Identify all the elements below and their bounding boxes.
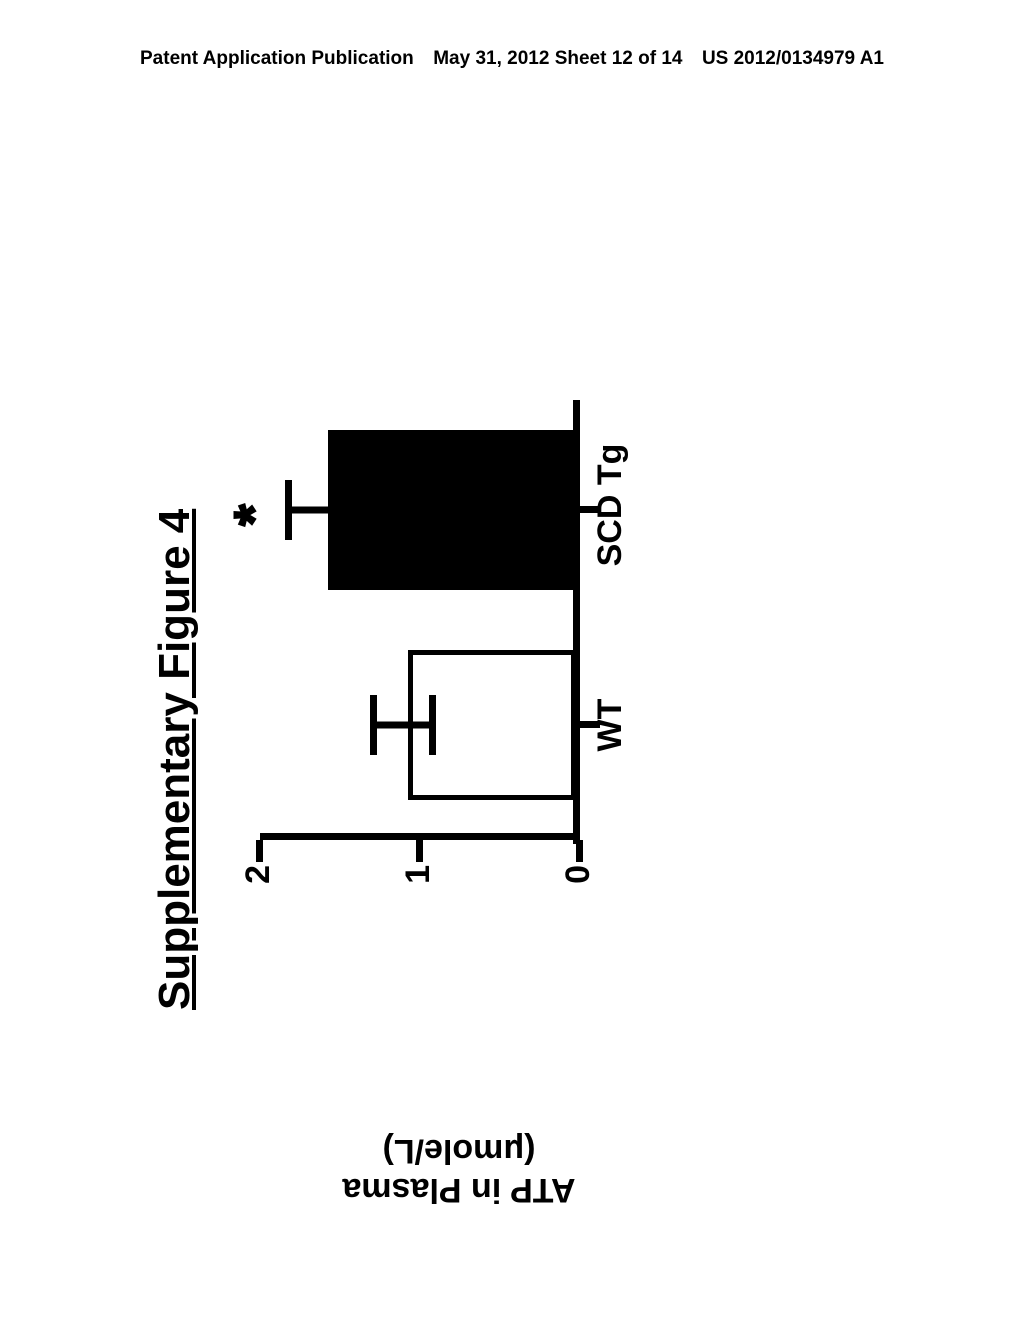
- header-date-sheet: May 31, 2012 Sheet 12 of 14: [433, 48, 682, 70]
- plot-area: 0 1 2 WT * SCD T: [260, 400, 580, 840]
- y-tick-label: 0: [559, 865, 598, 905]
- bar-scd-tg: [328, 430, 576, 590]
- y-axis-label-line1: ATP in Plasma: [299, 1170, 619, 1209]
- y-tick-label: 1: [399, 865, 438, 905]
- y-tick: [416, 840, 423, 862]
- y-tick: [576, 840, 583, 862]
- y-tick: [256, 840, 263, 862]
- x-tick-label-scd-tg: SCD Tg: [591, 430, 630, 580]
- x-tick-label-wt: WT: [591, 670, 630, 780]
- header-patent-number: US 2012/0134979 A1: [702, 48, 884, 70]
- y-axis: [260, 833, 580, 840]
- header-publication: Patent Application Publication: [140, 48, 414, 70]
- atp-plasma-bar-chart: ATP in Plasma (μmole/L) 0 1 2 WT: [260, 350, 680, 1010]
- figure-title: Supplementary Figure 4: [150, 330, 200, 1030]
- page-header: Patent Application Publication May 31, 2…: [0, 48, 1024, 70]
- y-axis-label-line2: (μmole/L): [299, 1131, 619, 1170]
- significance-star-icon: *: [226, 504, 282, 526]
- y-tick-label: 2: [239, 865, 278, 905]
- y-axis-label: ATP in Plasma (μmole/L): [299, 1131, 619, 1209]
- figure-container: Supplementary Figure 4 ATP in Plasma (μm…: [150, 330, 850, 1030]
